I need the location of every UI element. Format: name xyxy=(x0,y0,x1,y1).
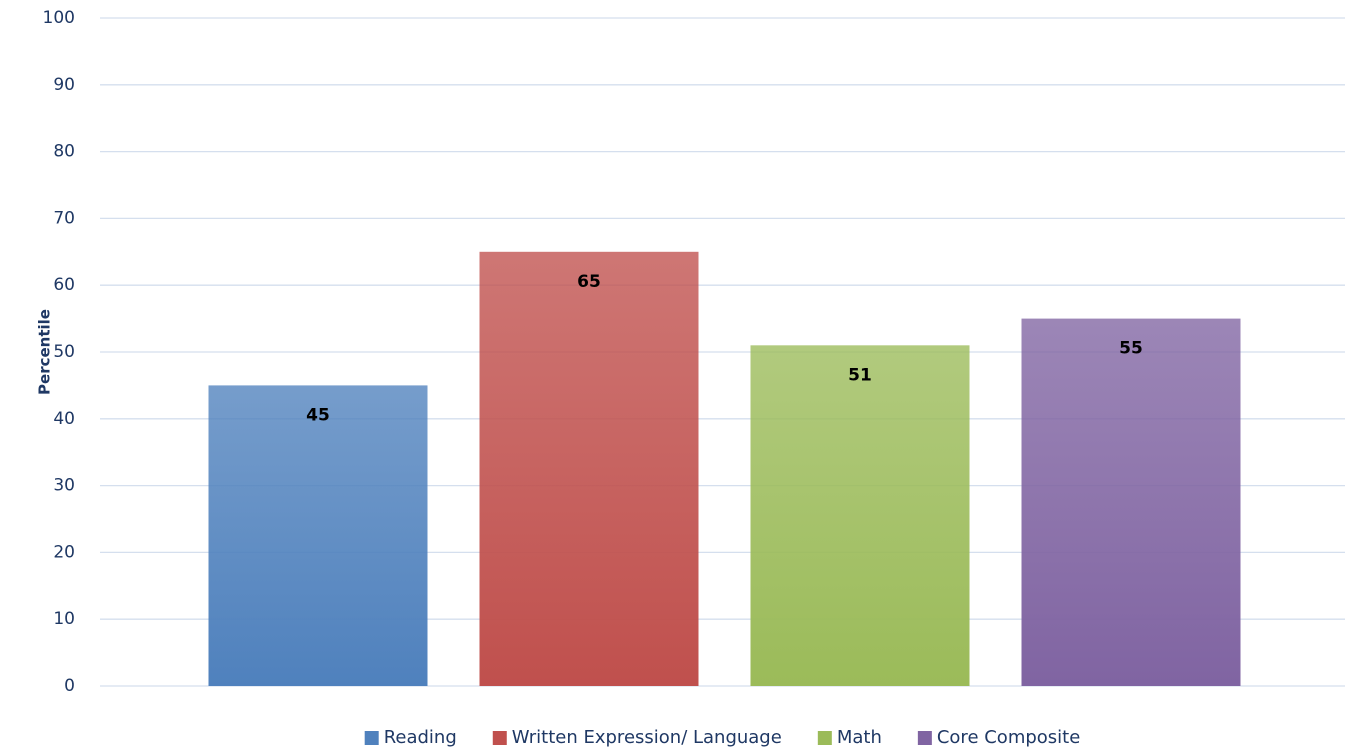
y-tick-label: 0 xyxy=(64,676,75,696)
data-label: 65 xyxy=(577,272,601,292)
legend-swatch xyxy=(364,731,379,745)
y-tick-label: 80 xyxy=(53,142,75,162)
data-label: 45 xyxy=(306,405,330,425)
legend-label: Core Composite xyxy=(937,727,1080,748)
bar xyxy=(479,251,699,687)
legend-swatch xyxy=(817,731,832,745)
bar xyxy=(208,385,428,686)
legend: Reading Written Expression/ Language Math C… xyxy=(364,727,1080,748)
y-tick-label: 60 xyxy=(53,275,75,295)
bar xyxy=(750,345,970,686)
y-tick-label: 100 xyxy=(43,8,75,28)
y-tick-label: 70 xyxy=(53,208,75,228)
legend-swatch xyxy=(917,731,932,745)
y-tick-label: 30 xyxy=(53,476,75,496)
y-tick-label: 20 xyxy=(53,542,75,562)
data-label: 55 xyxy=(1119,339,1143,359)
y-tick-label: 10 xyxy=(53,609,75,629)
y-tick-label: 50 xyxy=(53,342,75,362)
y-tick-label: 40 xyxy=(53,409,75,429)
bar xyxy=(1021,318,1241,686)
legend-swatch xyxy=(492,731,507,745)
y-axis-label: Percentile xyxy=(36,309,54,395)
data-label: 51 xyxy=(848,365,872,385)
y-tick-label: 90 xyxy=(53,75,75,95)
legend-label: Reading xyxy=(384,727,457,748)
legend-label: Math xyxy=(837,727,882,748)
legend-label: Written Expression/ Language xyxy=(512,727,782,748)
